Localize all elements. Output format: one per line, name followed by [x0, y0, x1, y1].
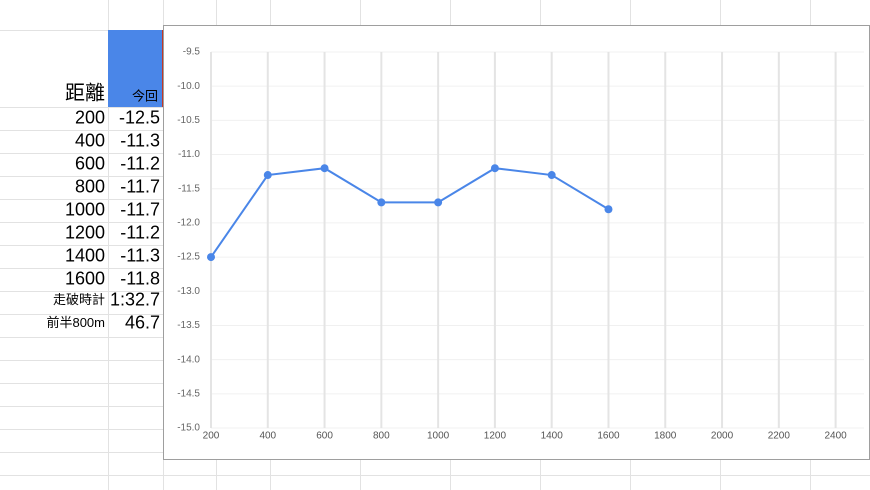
data-point: [604, 205, 613, 214]
data-point: [434, 198, 443, 207]
x-tick-label: 600: [316, 431, 333, 442]
value-cell: -11.7: [120, 199, 160, 219]
data-point: [320, 164, 329, 173]
x-tick-label: 200: [203, 431, 220, 442]
data-point: [263, 171, 272, 180]
y-tick-label: -12.5: [177, 252, 200, 263]
y-tick-label: -10.0: [177, 81, 200, 92]
distance-cell: 200: [75, 107, 105, 127]
distance-cell: 600: [75, 153, 105, 173]
y-tick-label: -11.5: [178, 183, 200, 194]
distance-cell: 走破時計: [53, 292, 105, 307]
x-tick-label: 1800: [654, 431, 677, 442]
header-current: 今回: [132, 88, 158, 103]
value-cell: -11.3: [120, 245, 160, 265]
value-cell: 46.7: [125, 312, 160, 332]
x-tick-label: 1600: [597, 431, 620, 442]
y-tick-label: -11.0: [178, 149, 200, 160]
distance-cell: 前半800m: [46, 315, 105, 330]
x-tick-label: 1400: [541, 431, 564, 442]
value-cell: -11.2: [120, 222, 160, 242]
value-cell: -11.7: [120, 176, 160, 196]
y-tick-label: -10.5: [177, 115, 200, 126]
distance-cell: 800: [75, 176, 105, 196]
distance-cell: 1000: [65, 199, 105, 219]
data-point: [377, 198, 386, 207]
distance-cell: 1600: [65, 268, 105, 288]
value-cell: -11.2: [120, 153, 160, 173]
x-tick-label: 2400: [824, 431, 847, 442]
x-tick-label: 400: [259, 431, 276, 442]
value-cell: -11.3: [120, 130, 160, 150]
distance-cell: 1200: [65, 222, 105, 242]
y-tick-label: -14.5: [177, 388, 200, 399]
x-tick-label: 800: [373, 431, 390, 442]
data-point: [207, 253, 215, 262]
header-distance: 距離: [65, 81, 105, 104]
x-tick-label: 1000: [427, 431, 450, 442]
y-tick-label: -15.0: [177, 423, 200, 434]
x-tick-label: 1200: [484, 431, 507, 442]
chart: -9.5 -10.0 -10.5 -11.0 -11.5 -12.0 -12.5 -13.0 -…: [177, 47, 864, 442]
value-cell: 1:32.7: [110, 289, 160, 309]
series-line: [210, 167, 609, 258]
data-point: [490, 164, 499, 173]
value-cell: -11.8: [120, 268, 160, 288]
data-point: [547, 171, 556, 180]
y-tick-label: -12.0: [177, 218, 200, 229]
y-tick-label: -9.5: [183, 47, 201, 58]
header-cell: [108, 30, 163, 107]
x-tick-label: 2200: [768, 431, 791, 442]
y-tick-label: -13.5: [177, 320, 200, 331]
value-cell: -12.5: [119, 107, 160, 127]
y-tick-label: -14.0: [177, 354, 200, 365]
distance-cell: 400: [75, 130, 105, 150]
distance-cell: 1400: [65, 245, 105, 265]
y-tick-label: -13.0: [177, 286, 200, 297]
x-tick-label: 2000: [711, 431, 734, 442]
chart-frame: [163, 25, 870, 460]
